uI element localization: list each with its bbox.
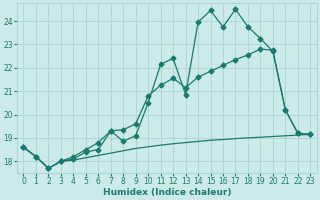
X-axis label: Humidex (Indice chaleur): Humidex (Indice chaleur): [103, 188, 231, 197]
